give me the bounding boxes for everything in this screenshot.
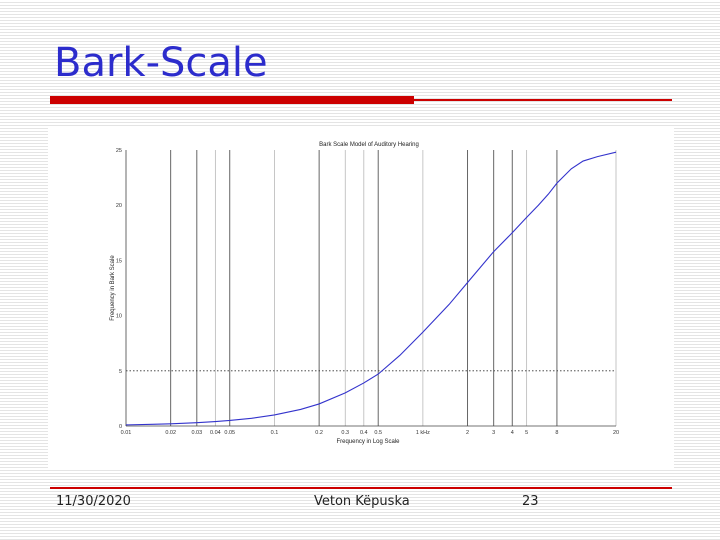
x-axis-label: Frequency in Log Scale	[336, 439, 400, 445]
slide-title: Bark-Scale	[54, 40, 268, 86]
x-tick-label: 1 kHz	[416, 430, 430, 436]
x-tick-label: 4	[511, 430, 514, 436]
x-tick-label: 0.05	[224, 430, 235, 436]
x-tick-label: 0.04	[210, 430, 221, 436]
y-tick-label: 10	[116, 314, 122, 320]
x-tick-label: 20	[613, 430, 619, 436]
x-tick-label: 8	[555, 430, 558, 436]
x-tick-label: 0.3	[341, 430, 349, 436]
x-tick-label: 0.03	[191, 430, 202, 436]
y-tick-label: 5	[119, 369, 122, 375]
y-tick-label: 0	[119, 424, 122, 430]
footer-author: Veton Këpuska	[314, 494, 410, 509]
x-tick-label: 0.1	[271, 430, 279, 436]
footer-page-number: 23	[522, 494, 539, 509]
y-tick-label: 25	[116, 148, 122, 154]
x-tick-label: 0.2	[315, 430, 323, 436]
footer-date: 11/30/2020	[56, 494, 131, 509]
grid-lines	[170, 150, 617, 426]
x-tick-label: 5	[525, 430, 528, 436]
y-tick-label: 20	[116, 203, 122, 209]
x-tick-label: 2	[466, 430, 469, 436]
x-tick-label: 0.02	[165, 430, 176, 436]
axes	[125, 150, 616, 427]
bark-scale-chart: Bark Scale Model of Auditory Hearing Fre…	[110, 142, 619, 445]
x-tick-label: 0.01	[121, 430, 132, 436]
footer-rule	[50, 487, 672, 489]
title-underline-thin	[414, 99, 672, 101]
x-tick-label: 3	[492, 430, 495, 436]
y-tick-label: 15	[116, 258, 122, 264]
figure-panel: Bark Scale Model of Auditory Hearing Fre…	[48, 126, 674, 468]
title-underline-bar	[50, 96, 414, 104]
chart-title: Bark Scale Model of Auditory Hearing	[319, 142, 419, 148]
x-tick-label: 0.5	[374, 430, 382, 436]
curve-group	[125, 151, 617, 426]
bark-scale-curve	[125, 151, 617, 426]
x-tick-label: 0.4	[360, 430, 368, 436]
y-axis-label: Frequency in Bark Scale	[110, 255, 116, 321]
